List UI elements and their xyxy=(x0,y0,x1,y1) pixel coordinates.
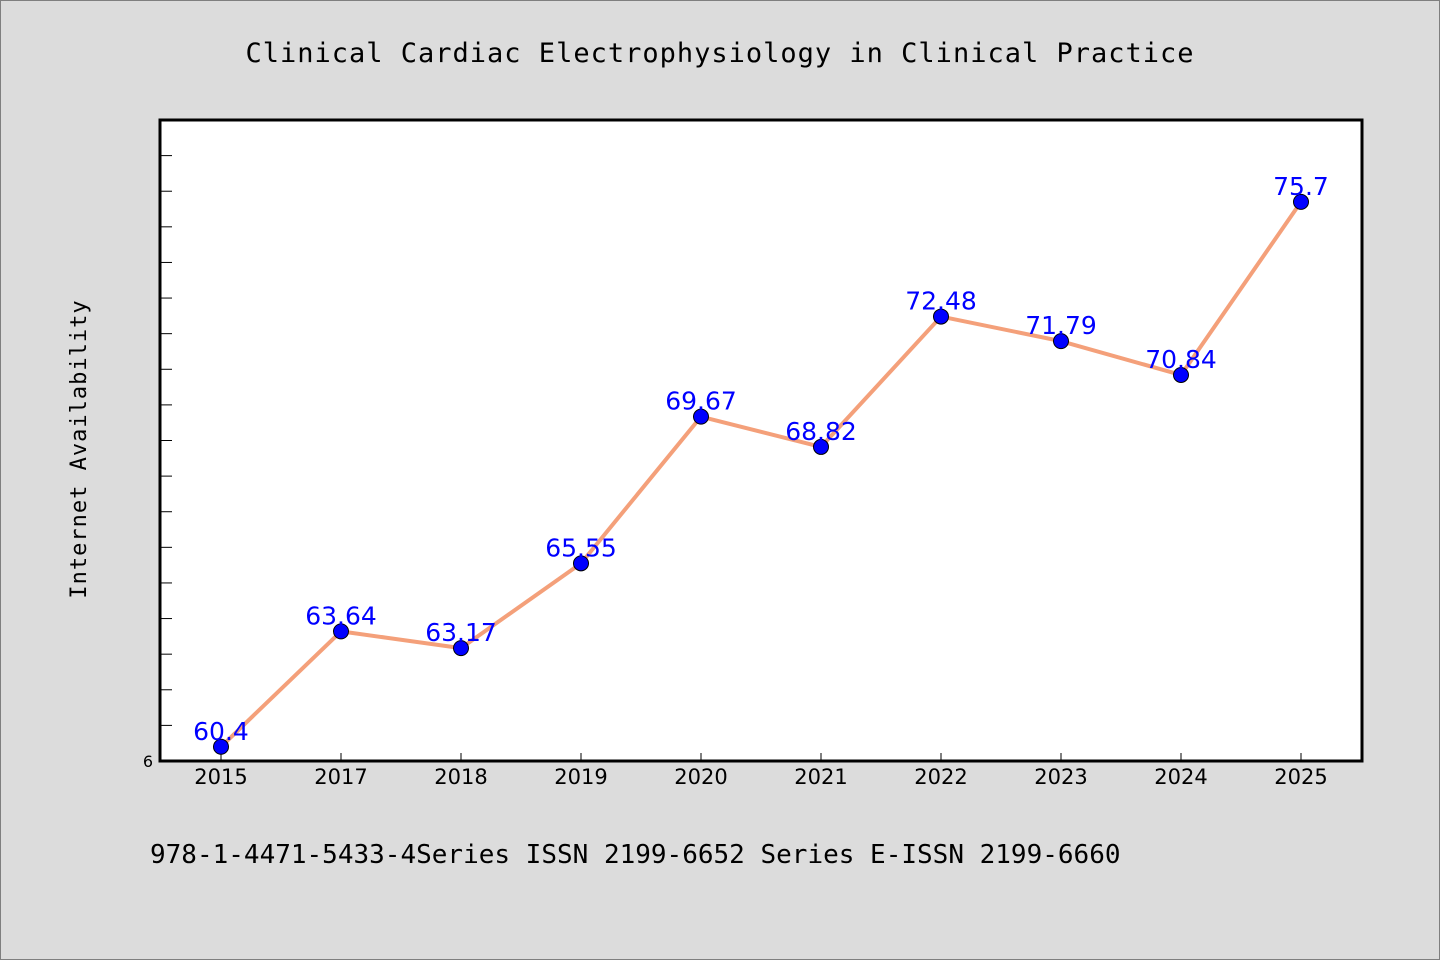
data-point xyxy=(453,640,469,657)
x-tick-label: 2024 xyxy=(1154,765,1207,789)
x-tick-label: 2020 xyxy=(674,765,727,789)
x-tick-label: 2018 xyxy=(434,765,487,789)
series-layer xyxy=(213,193,1309,755)
data-point xyxy=(1293,193,1309,210)
footer-isbn-issn: 978-1-4471-5433-4Series ISSN 2199-6652 S… xyxy=(150,840,1121,870)
data-point xyxy=(573,555,589,572)
data-label: 72.48 xyxy=(905,287,977,316)
data-labels: 60.4 63.64 63.17 65.55 69.67 68.82 72.48 71.79 7… xyxy=(193,172,1329,746)
plot-area xyxy=(158,118,1364,763)
y-tick-label: 6 xyxy=(143,752,153,771)
x-tick-label: 2015 xyxy=(194,765,247,789)
data-point xyxy=(333,623,349,640)
data-label: 68.82 xyxy=(785,417,857,446)
data-point xyxy=(1053,333,1069,350)
data-label: 63.17 xyxy=(425,618,497,647)
y-axis-ticks: 6 xyxy=(143,155,172,771)
data-point xyxy=(813,438,829,455)
data-label: 65.55 xyxy=(545,533,617,562)
x-tick-label: 2023 xyxy=(1034,765,1087,789)
chart-title: Clinical Cardiac Electrophysiology in Cl… xyxy=(245,38,1194,69)
data-point xyxy=(693,408,709,425)
data-label: 75.7 xyxy=(1273,172,1329,201)
data-label: 69.67 xyxy=(665,387,737,416)
data-label: 63.64 xyxy=(305,601,377,630)
data-point xyxy=(1173,366,1189,383)
x-tick-label: 2022 xyxy=(914,765,967,789)
data-point xyxy=(933,308,949,325)
data-label: 70.84 xyxy=(1145,345,1217,374)
x-tick-label: 2019 xyxy=(554,765,607,789)
data-point xyxy=(213,738,229,755)
x-tick-label: 2025 xyxy=(1274,765,1327,789)
data-label: 71.79 xyxy=(1025,311,1097,340)
y-axis-label: Internet Availability xyxy=(67,299,92,598)
data-label: 60.4 xyxy=(193,717,249,746)
x-tick-label: 2021 xyxy=(794,765,847,789)
x-axis-ticks: 2015 2017 2018 2019 2020 2021 2022 2023 2024 2025 xyxy=(194,753,1328,789)
series-line xyxy=(219,199,1303,749)
x-tick-label: 2017 xyxy=(314,765,367,789)
